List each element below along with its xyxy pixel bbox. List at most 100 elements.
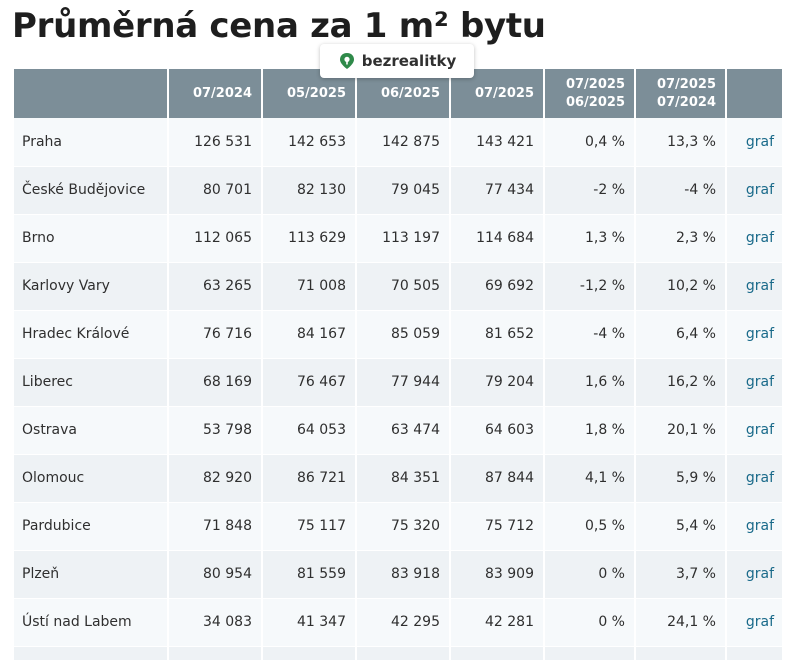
empty-cell — [726, 646, 782, 661]
price-07-2024-cell: 71 848 — [168, 502, 263, 551]
price-06-2025-cell: 113 197 — [356, 214, 451, 263]
graph-link-cell: graf — [726, 214, 782, 263]
price-05-2025-cell: 81 559 — [262, 550, 357, 599]
change-month-cell: 0 % — [544, 598, 636, 647]
graph-link[interactable]: graf — [745, 614, 774, 630]
graph-link[interactable]: graf — [745, 133, 774, 150]
change-month-cell: -4 % — [544, 310, 636, 359]
empty-cell — [168, 646, 263, 661]
price-07-2025-cell: 81 652 — [450, 310, 545, 359]
table-body: Praha 126 531 142 653 142 875 143 421 0,4 % 13… — [14, 118, 782, 661]
column-header-change-month: 07/2025 06/2025 — [544, 69, 636, 118]
column-header-line2: 05/2025 — [286, 85, 346, 101]
table-row: Karlovy Vary 63 265 71 008 70 505 69 692 -1,2… — [14, 262, 782, 311]
graph-link[interactable]: graf — [745, 470, 774, 486]
city-cell: Hradec Králové — [14, 310, 169, 359]
graph-link-cell: graf — [726, 502, 782, 551]
change-year-cell: -4 % — [635, 166, 727, 215]
empty-cell — [356, 646, 451, 661]
price-07-2025-cell: 75 712 — [450, 502, 545, 551]
empty-cell — [635, 646, 727, 661]
price-05-2025-cell: 113 629 — [262, 214, 357, 263]
table-row: Olomouc 82 920 86 721 84 351 87 844 4,1 % 5,9 … — [14, 454, 782, 503]
column-header-line2: 07/2025 — [474, 85, 534, 101]
empty-cell — [450, 646, 545, 661]
table-row: Praha 126 531 142 653 142 875 143 421 0,4 % 13… — [14, 118, 782, 167]
graph-link[interactable]: graf — [745, 374, 774, 390]
change-month-cell: -1,2 % — [544, 262, 636, 311]
column-header-city — [14, 69, 169, 118]
table-row: Hradec Králové 76 716 84 167 85 059 81 652 -4… — [14, 310, 782, 359]
price-05-2025-cell: 82 130 — [262, 166, 357, 215]
graph-link[interactable]: graf — [745, 278, 774, 294]
change-year-cell: 6,4 % — [635, 310, 727, 359]
table-row: České Budějovice 80 701 82 130 79 045 77 434… — [14, 166, 782, 215]
price-07-2025-cell: 69 692 — [450, 262, 545, 311]
price-06-2025-cell: 83 918 — [356, 550, 451, 599]
city-cell: Plzeň — [14, 550, 169, 599]
table-row-partial — [14, 646, 782, 661]
graph-link-cell: graf — [726, 454, 782, 503]
price-05-2025-cell: 86 721 — [262, 454, 357, 503]
price-table: 07/2024 05/2025 06/2025 07/2025 07/2025 06/20… — [14, 69, 782, 661]
price-07-2024-cell: 82 920 — [168, 454, 263, 503]
price-07-2025-cell: 42 281 — [450, 598, 545, 647]
graph-link[interactable]: graf — [745, 182, 774, 198]
city-cell: Pardubice — [14, 502, 169, 551]
column-header-07-2024: 07/2024 — [168, 69, 263, 118]
table-row: Ústí nad Labem 34 083 41 347 42 295 42 281 0 … — [14, 598, 782, 647]
graph-link[interactable]: graf — [745, 326, 774, 342]
change-year-cell: 20,1 % — [635, 406, 727, 455]
price-06-2025-cell: 63 474 — [356, 406, 451, 455]
empty-cell — [14, 646, 169, 661]
change-month-cell: 1,8 % — [544, 406, 636, 455]
table-row: Liberec 68 169 76 467 77 944 79 204 1,6 % 16,2… — [14, 358, 782, 407]
price-05-2025-cell: 84 167 — [262, 310, 357, 359]
city-cell: Praha — [14, 118, 169, 167]
graph-link-cell: graf — [726, 166, 782, 215]
table-row: Plzeň 80 954 81 559 83 918 83 909 0 % 3,7 % gra… — [14, 550, 782, 599]
change-month-cell: 0,4 % — [544, 118, 636, 167]
column-header-line2: 07/2024 — [192, 85, 252, 101]
graph-link-cell: graf — [726, 118, 782, 167]
column-header-line2: 06/2025 — [565, 94, 625, 110]
city-cell: České Budějovice — [14, 166, 169, 215]
location-pin-icon — [339, 53, 354, 69]
change-month-cell: 1,3 % — [544, 214, 636, 263]
column-header-line2: 07/2024 — [656, 94, 716, 110]
price-05-2025-cell: 76 467 — [262, 358, 357, 407]
page-title: Průměrná cena za 1 m² bytu — [12, 6, 546, 46]
graph-link-cell: graf — [726, 358, 782, 407]
price-07-2025-cell: 114 684 — [450, 214, 545, 263]
graph-link-cell: graf — [726, 598, 782, 647]
empty-cell — [544, 646, 636, 661]
price-07-2025-cell: 143 421 — [450, 118, 545, 167]
graph-link[interactable]: graf — [745, 566, 774, 582]
price-06-2025-cell: 70 505 — [356, 262, 451, 311]
column-header-link — [726, 69, 782, 118]
price-07-2025-cell: 79 204 — [450, 358, 545, 407]
graph-link[interactable]: graf — [745, 230, 774, 246]
city-cell: Liberec — [14, 358, 169, 407]
price-07-2025-cell: 64 603 — [450, 406, 545, 455]
graph-link[interactable]: graf — [745, 518, 774, 534]
price-07-2024-cell: 112 065 — [168, 214, 263, 263]
table-row: Pardubice 71 848 75 117 75 320 75 712 0,5 % 5,… — [14, 502, 782, 551]
change-year-cell: 2,3 % — [635, 214, 727, 263]
graph-link[interactable]: graf — [745, 422, 774, 438]
price-05-2025-cell: 41 347 — [262, 598, 357, 647]
price-07-2025-cell: 77 434 — [450, 166, 545, 215]
price-07-2024-cell: 76 716 — [168, 310, 263, 359]
city-cell: Ostrava — [14, 406, 169, 455]
change-month-cell: 0 % — [544, 550, 636, 599]
price-07-2025-cell: 87 844 — [450, 454, 545, 503]
city-cell: Brno — [14, 214, 169, 263]
price-05-2025-cell: 75 117 — [262, 502, 357, 551]
change-month-cell: 4,1 % — [544, 454, 636, 503]
city-cell: Karlovy Vary — [14, 262, 169, 311]
price-05-2025-cell: 142 653 — [262, 118, 357, 167]
graph-link-cell: graf — [726, 262, 782, 311]
brand-badge: bezrealitky — [320, 44, 474, 78]
price-06-2025-cell: 77 944 — [356, 358, 451, 407]
price-05-2025-cell: 71 008 — [262, 262, 357, 311]
